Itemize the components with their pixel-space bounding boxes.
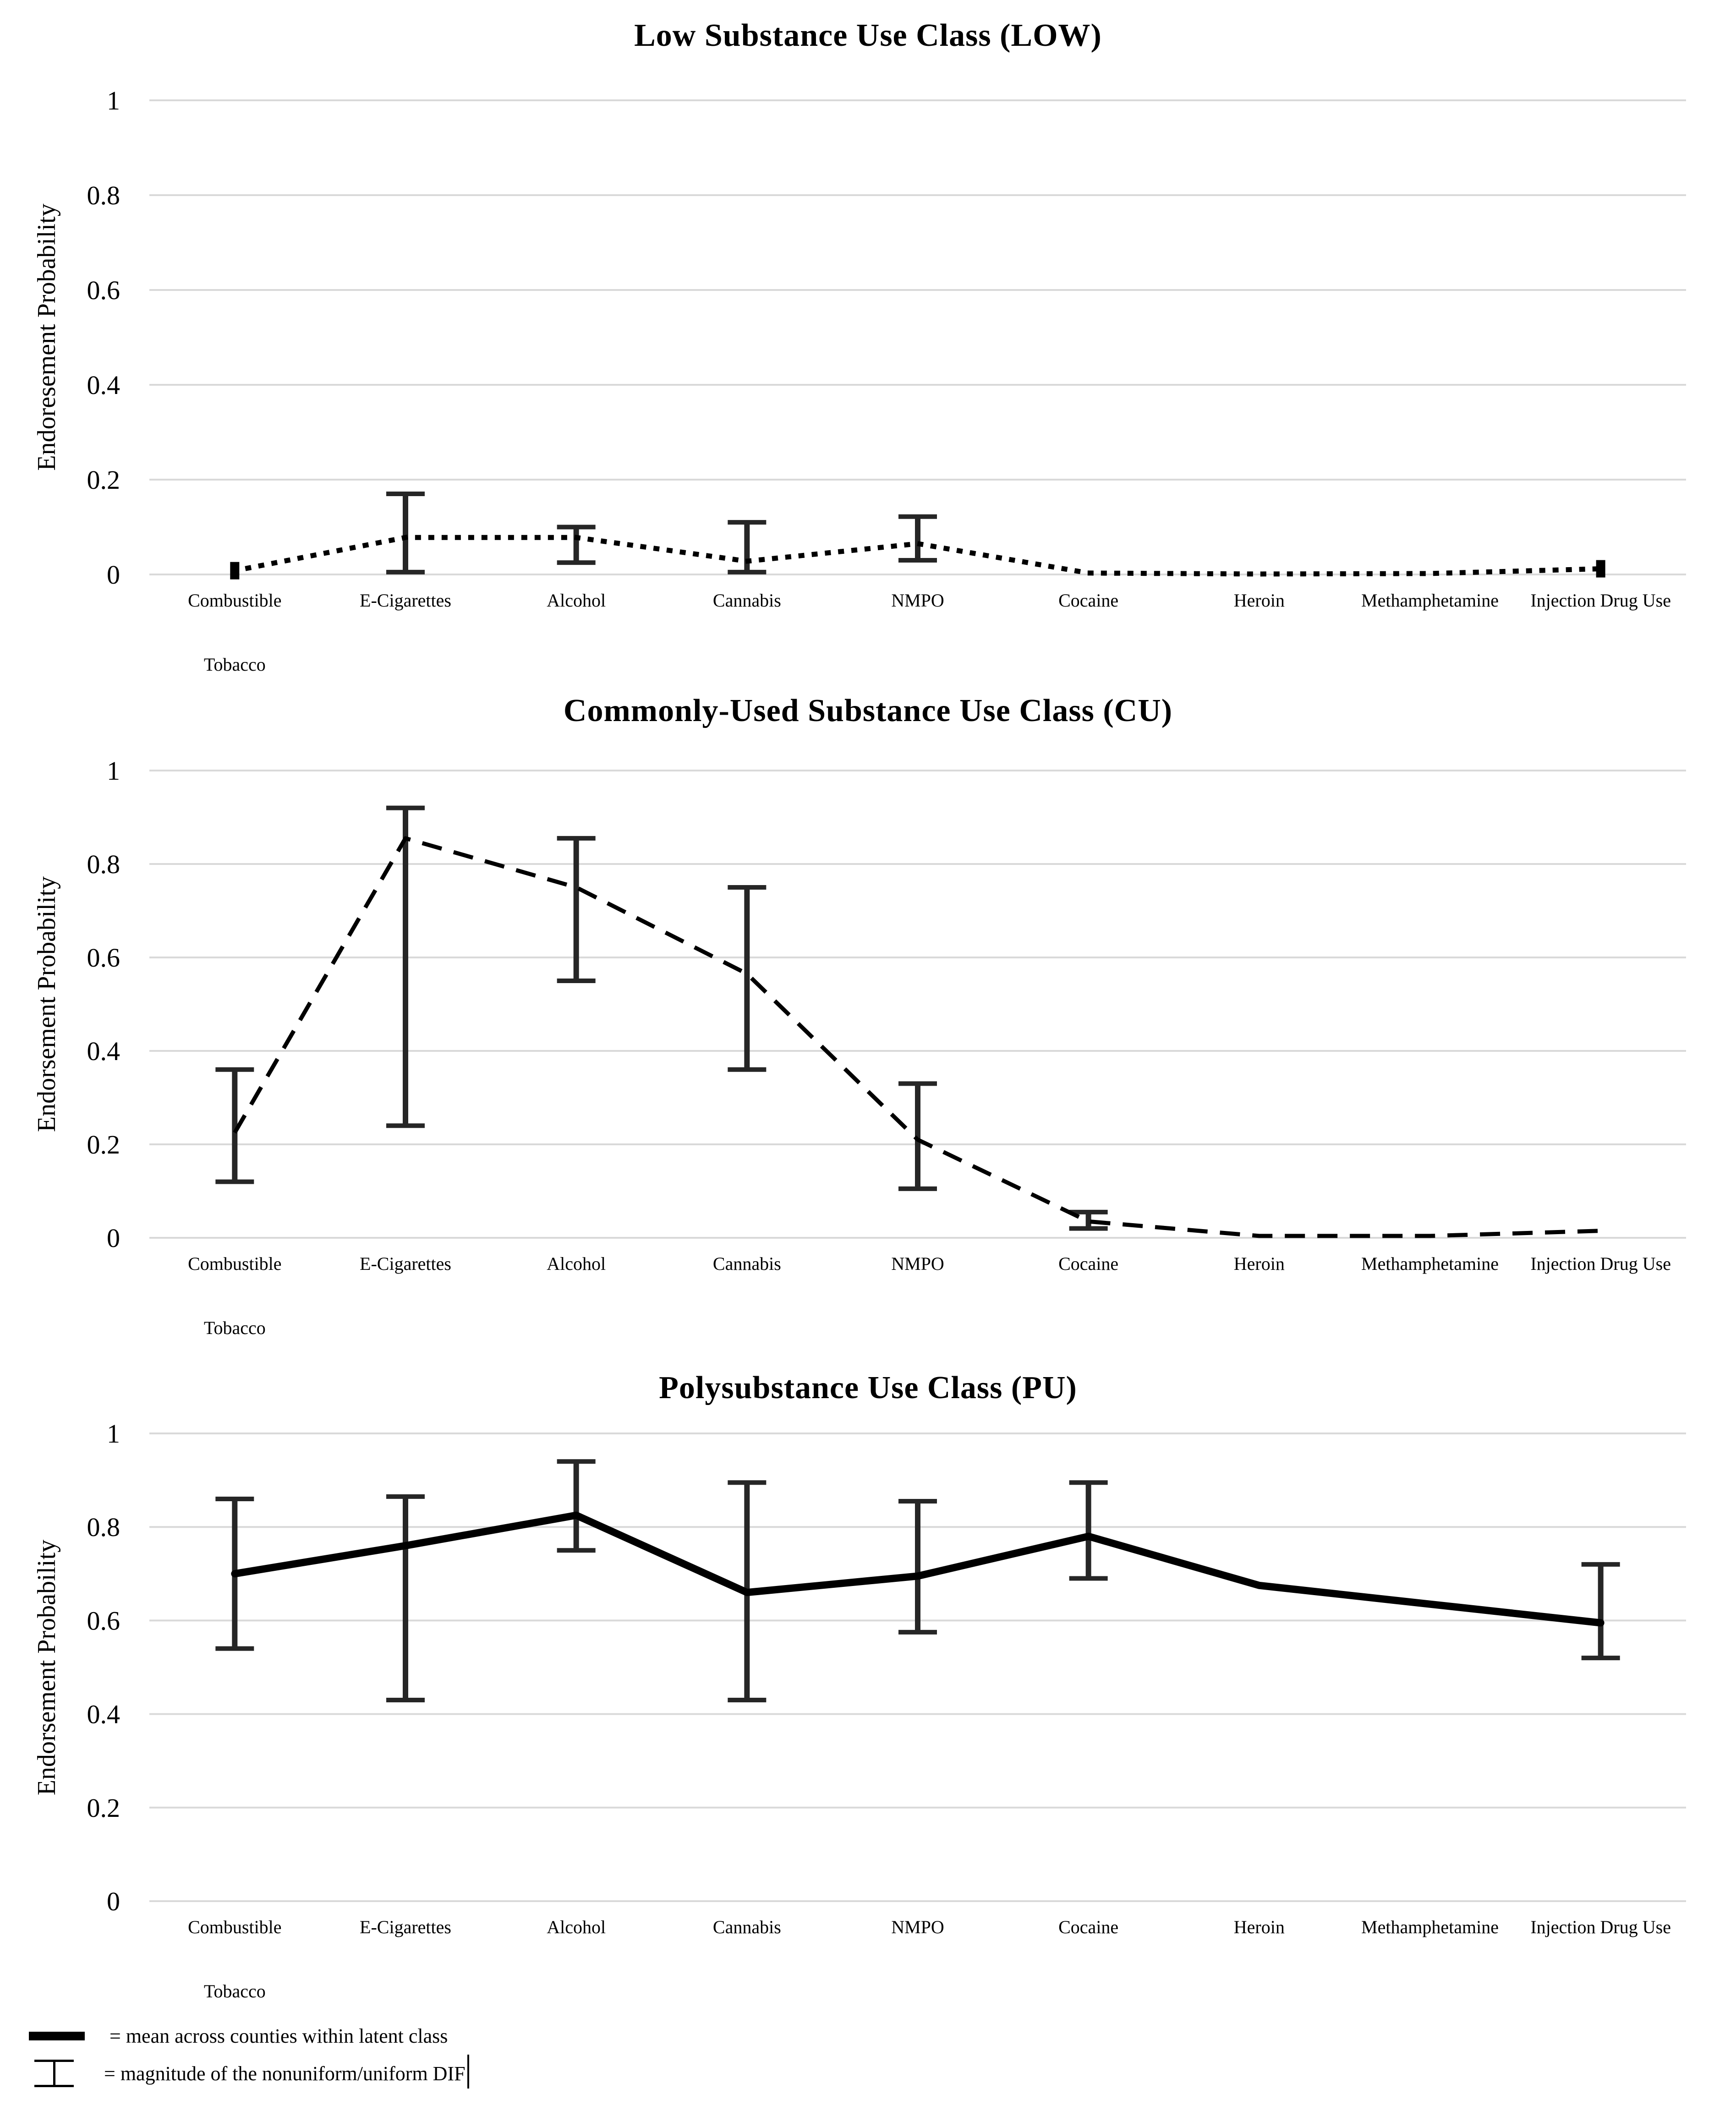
category-label: Alcohol bbox=[547, 1253, 606, 1274]
y-tick-label: 0.6 bbox=[87, 943, 120, 973]
y-tick-label: 1 bbox=[107, 86, 120, 115]
y-tick-label: 0.2 bbox=[87, 1130, 120, 1159]
y-tick-label: 0.2 bbox=[87, 1793, 120, 1823]
category-label: Tobacco bbox=[204, 654, 266, 675]
y-tick-label: 1 bbox=[107, 1419, 120, 1449]
y-tick-label: 0.4 bbox=[87, 370, 120, 400]
series-line-dotted bbox=[231, 535, 1604, 577]
category-label: NMPO bbox=[891, 590, 944, 611]
y-tick-label: 0 bbox=[107, 1886, 120, 1916]
y-axis-label-cu: Endorsement Probability bbox=[33, 876, 61, 1132]
category-label: Methamphetamine bbox=[1361, 1253, 1499, 1274]
category-label: Methamphetamine bbox=[1361, 1917, 1499, 1937]
y-tick-label: 0 bbox=[107, 1223, 120, 1253]
category-label: E-Cigarettes bbox=[360, 590, 451, 611]
y-tick-label: 0.4 bbox=[87, 1036, 120, 1066]
category-label: Injection Drug Use bbox=[1530, 1917, 1671, 1937]
endpoint-marker bbox=[230, 562, 240, 580]
y-tick-label: 0.2 bbox=[87, 465, 120, 495]
category-label: NMPO bbox=[891, 1253, 944, 1274]
category-label: Methamphetamine bbox=[1361, 590, 1499, 611]
endpoint-marker bbox=[1596, 560, 1605, 578]
category-label: Alcohol bbox=[547, 590, 606, 611]
category-label: E-Cigarettes bbox=[360, 1917, 451, 1937]
series-line-dashed bbox=[233, 836, 1601, 1238]
chart-title-low: Low Substance Use Class (LOW) bbox=[634, 18, 1102, 53]
category-label: E-Cigarettes bbox=[360, 1253, 451, 1274]
chart-title-cu: Commonly-Used Substance Use Class (CU) bbox=[563, 693, 1173, 728]
category-label: Injection Drug Use bbox=[1530, 1253, 1671, 1274]
category-label: Combustible bbox=[188, 590, 281, 611]
y-tick-label: 0 bbox=[107, 560, 120, 590]
category-label: Cannabis bbox=[713, 1917, 781, 1937]
category-label: Tobacco bbox=[204, 1981, 266, 2001]
y-tick-label: 0.4 bbox=[87, 1700, 120, 1729]
category-label: Heroin bbox=[1234, 1917, 1285, 1937]
legend-mean-label: = mean across counties within latent cla… bbox=[110, 2024, 448, 2047]
category-label: Combustible bbox=[188, 1253, 281, 1274]
category-label: Combustible bbox=[188, 1917, 281, 1937]
series-line-solid bbox=[231, 1511, 1605, 1627]
text-cursor bbox=[467, 2055, 469, 2089]
category-label: Cocaine bbox=[1058, 590, 1118, 611]
legend: = mean across counties within latent cla… bbox=[29, 2021, 469, 2090]
category-label: Cocaine bbox=[1058, 1917, 1118, 1937]
error-bar-swatch-icon bbox=[34, 2060, 74, 2087]
y-axis-label-low: Endoresement Probability bbox=[33, 203, 61, 471]
legend-dif-label: = magnitude of the nonuniform/uniform DI… bbox=[104, 2062, 465, 2085]
legend-row-dif: = magnitude of the nonuniform/uniform DI… bbox=[29, 2055, 469, 2090]
category-label: Injection Drug Use bbox=[1530, 590, 1671, 611]
category-label: Cannabis bbox=[713, 590, 781, 611]
mean-line-swatch-icon bbox=[29, 2031, 85, 2040]
legend-row-mean: = mean across counties within latent cla… bbox=[29, 2021, 469, 2050]
y-tick-label: 0.6 bbox=[87, 1606, 120, 1635]
category-label: NMPO bbox=[891, 1917, 944, 1937]
y-tick-label: 1 bbox=[107, 756, 120, 786]
category-label: Heroin bbox=[1234, 590, 1285, 611]
category-label: Alcohol bbox=[547, 1917, 606, 1937]
chart-title-pu: Polysubstance Use Class (PU) bbox=[659, 1370, 1077, 1405]
y-tick-label: 0.8 bbox=[87, 180, 120, 210]
category-label: Cocaine bbox=[1058, 1253, 1118, 1274]
category-label: Tobacco bbox=[204, 1318, 266, 1338]
y-tick-label: 0.6 bbox=[87, 275, 120, 305]
category-label: Heroin bbox=[1234, 1253, 1285, 1274]
category-label: Cannabis bbox=[713, 1253, 781, 1274]
y-tick-label: 0.8 bbox=[87, 1512, 120, 1542]
y-axis-label-pu: Endorsement Probability bbox=[33, 1539, 61, 1796]
y-tick-label: 0.8 bbox=[87, 849, 120, 879]
